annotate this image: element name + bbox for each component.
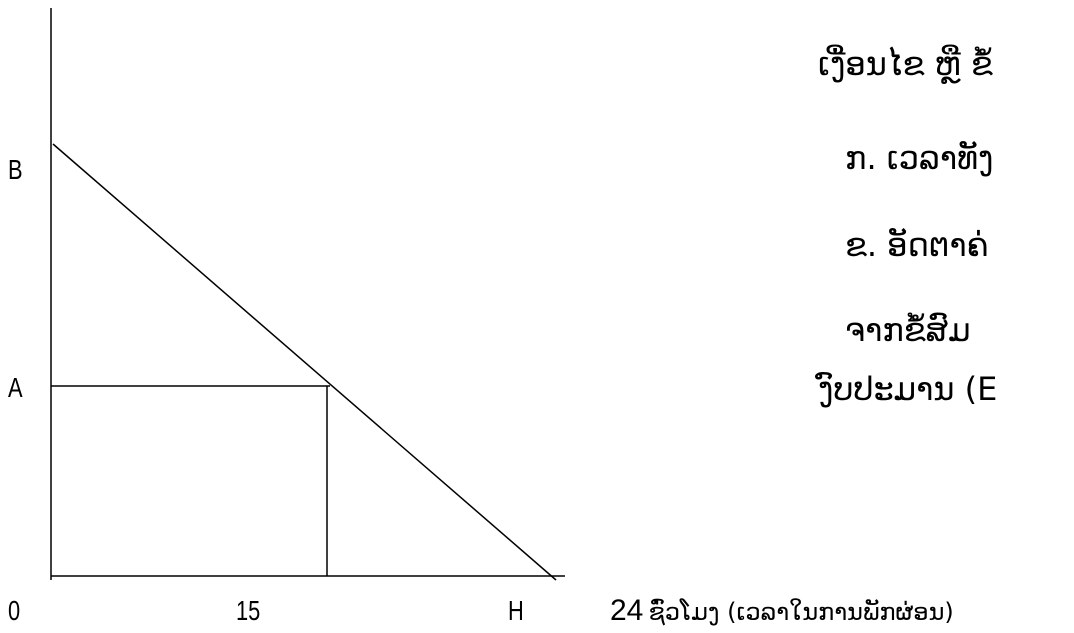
text-line-5: ງົບປະມານ (E bbox=[818, 370, 998, 408]
label-b: B bbox=[8, 154, 23, 185]
text-line-4: ຈາກຂໍ້ສົມ bbox=[845, 311, 971, 349]
label-h: H bbox=[508, 595, 524, 626]
budget-line bbox=[52, 143, 557, 581]
label-a: A bbox=[8, 372, 23, 403]
label-fifteen: 15 bbox=[236, 595, 261, 626]
x-axis-caption-number: 24 bbox=[610, 594, 644, 627]
text-line-3: ຂ. ອັດຕາຄ່ bbox=[845, 226, 989, 264]
x-axis-caption: 24 ຊົ່ວໂມງ (ເວລາໃນການພັກຜ່ອນ) bbox=[610, 596, 954, 626]
x-axis-caption-text: ຊົ່ວໂມງ (ເວລາໃນການພັກຜ່ອນ) bbox=[648, 598, 954, 626]
label-origin: 0 bbox=[8, 595, 21, 626]
text-line-1: ເງື່ອນໄຂ ຫຼື ຂໍ້ bbox=[818, 45, 993, 83]
text-line-2: ກ. ເວລາທັງ bbox=[845, 139, 994, 177]
